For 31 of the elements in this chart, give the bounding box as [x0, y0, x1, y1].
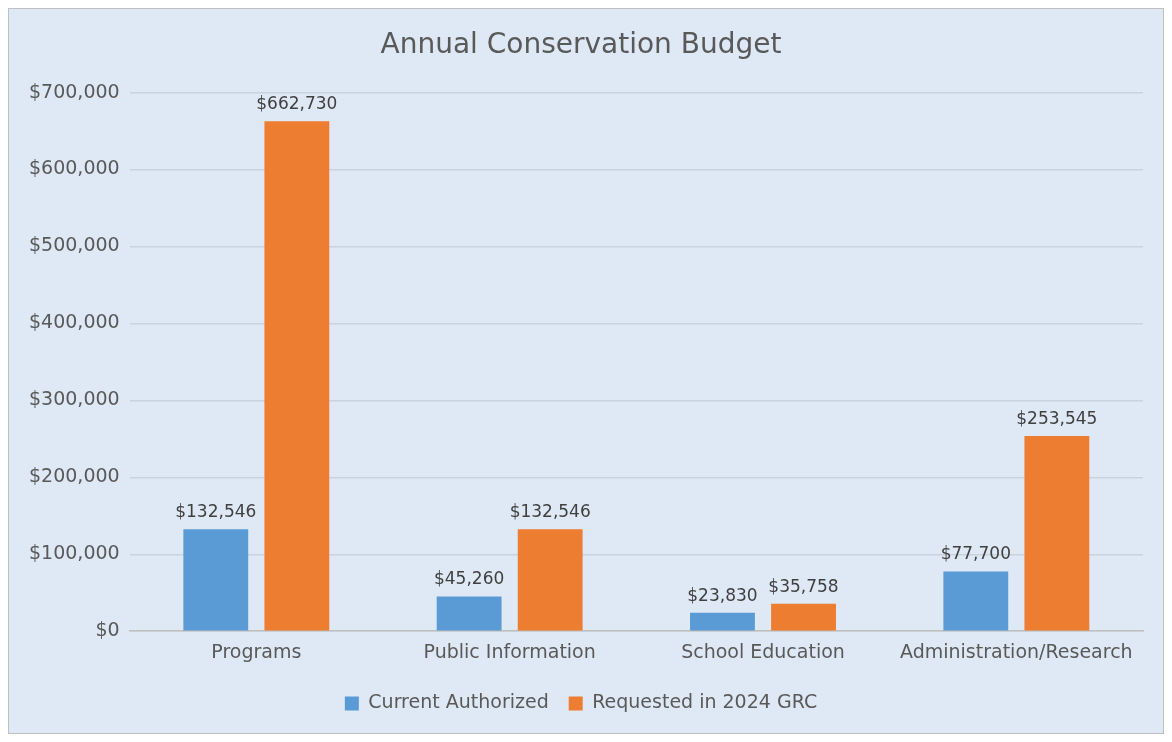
bar [690, 612, 755, 631]
y-tick-label: $400,000 [28, 310, 120, 333]
y-tick-label: $100,000 [28, 541, 120, 564]
legend-label: Requested in 2024 GRC [592, 690, 818, 713]
data-label: $45,260 [433, 568, 505, 589]
x-tick-label: Programs [211, 639, 302, 662]
x-tick-label: Public Information [423, 639, 596, 662]
bar [517, 529, 583, 631]
y-tick-label: $600,000 [28, 156, 120, 179]
y-tick-label: $200,000 [28, 464, 120, 487]
chart-title: Annual Conservation Budget [380, 27, 782, 61]
x-tick-label: School Education [681, 639, 845, 662]
legend-label: Current Authorized [368, 690, 549, 713]
bar [943, 571, 1009, 631]
data-label: $23,830 [687, 584, 758, 605]
bar [264, 121, 330, 631]
data-label: $132,546 [509, 501, 591, 522]
data-label: $253,545 [1016, 408, 1098, 429]
bar [771, 603, 836, 631]
data-label: $35,758 [768, 575, 839, 596]
data-label: $77,700 [940, 543, 1011, 564]
y-tick-label: $300,000 [28, 387, 120, 410]
y-tick-label: $500,000 [28, 233, 120, 256]
y-tick-label: $700,000 [28, 79, 120, 102]
bar [436, 596, 502, 631]
data-label: $132,546 [175, 501, 257, 522]
x-tick-label: Administration/Research [900, 639, 1133, 662]
bar [183, 529, 249, 631]
data-label: $662,730 [256, 93, 338, 114]
y-tick-label: $0 [95, 618, 120, 641]
bar [1024, 436, 1090, 631]
